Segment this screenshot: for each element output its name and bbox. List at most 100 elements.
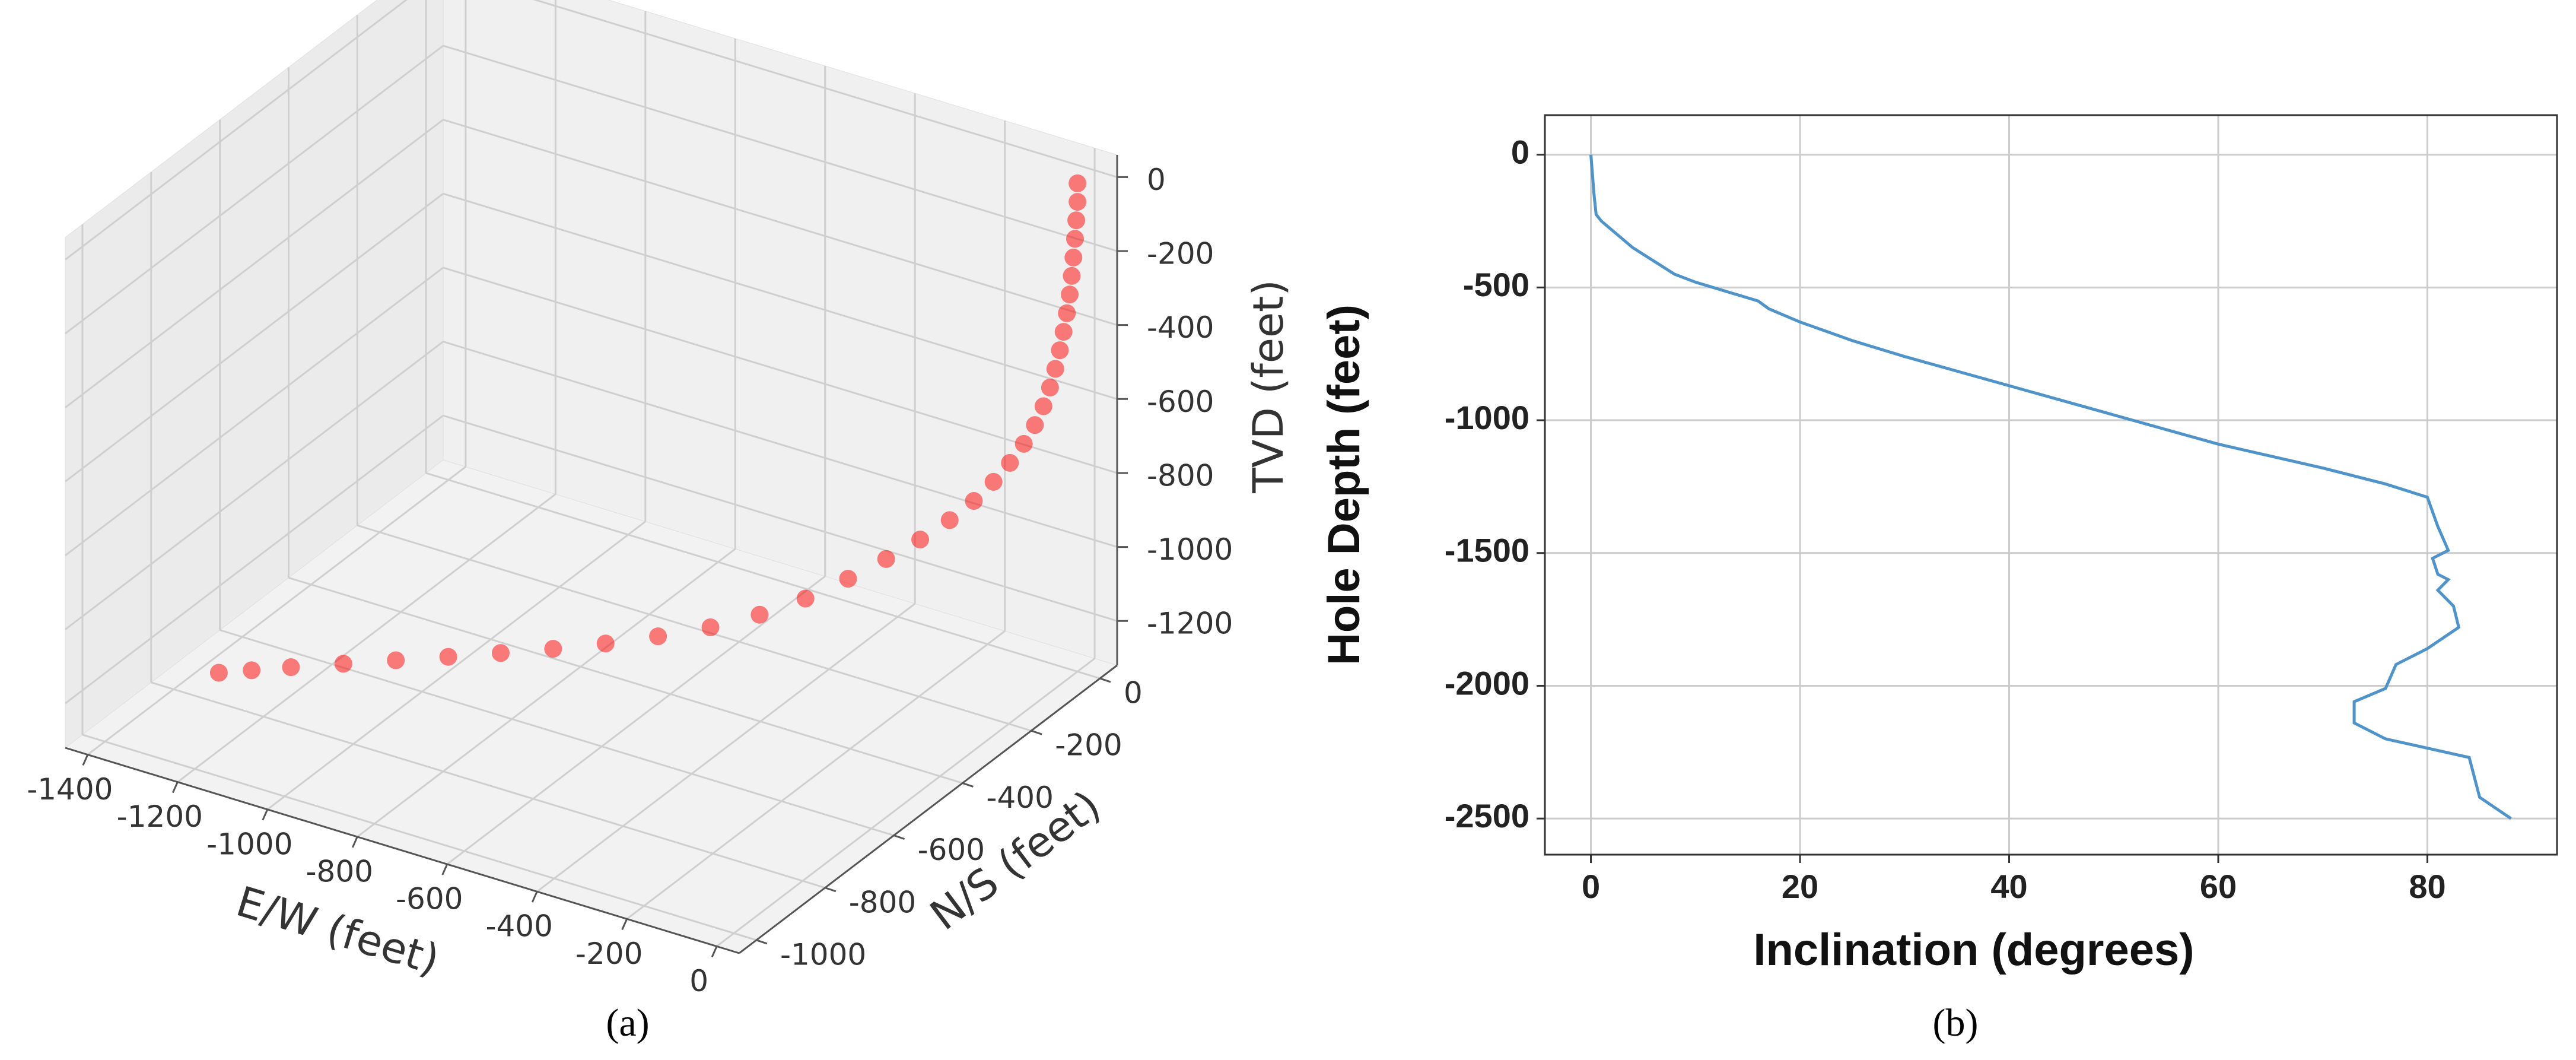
point — [1054, 323, 1073, 341]
plot-frame — [1544, 114, 2558, 856]
point — [877, 550, 895, 568]
point — [209, 664, 228, 682]
grid-line — [65, 45, 444, 335]
grid-line — [536, 603, 916, 893]
point — [796, 589, 815, 608]
y-tick-label: -200 — [1055, 728, 1122, 763]
z-tick-label: -1000 — [1147, 532, 1233, 567]
grid-line — [425, 472, 1101, 680]
grid-line — [65, 119, 444, 408]
point — [387, 651, 405, 669]
point — [596, 634, 615, 653]
y-tick-label: 0 — [1124, 676, 1143, 710]
point — [544, 640, 562, 658]
grid-line — [443, 45, 1118, 252]
grid-line — [266, 521, 646, 810]
x-tick-label: 20 — [1782, 868, 1818, 905]
z-tick-label: -600 — [1147, 385, 1214, 419]
point — [1041, 378, 1059, 396]
grid-line — [65, 193, 444, 483]
z-tick-label: -1200 — [1147, 607, 1233, 641]
point — [334, 655, 352, 673]
tick-mark — [1099, 677, 1111, 683]
tick-mark — [825, 887, 837, 893]
point — [1015, 434, 1033, 453]
tick-mark — [441, 864, 449, 875]
y-tick-label: -600 — [918, 833, 985, 867]
grid-line — [443, 414, 1118, 622]
tick-mark — [262, 809, 269, 821]
tick-mark — [351, 836, 358, 848]
point — [750, 605, 769, 624]
z-tick-label: -400 — [1147, 310, 1214, 345]
point — [1068, 193, 1087, 211]
x-tick-label: 0 — [689, 964, 708, 998]
grid-line — [626, 630, 1006, 920]
point — [1061, 285, 1079, 304]
grid-line — [443, 341, 1118, 548]
tick-mark — [1031, 729, 1042, 735]
point — [1026, 416, 1044, 434]
tick-mark — [711, 945, 718, 958]
grid-line — [82, 734, 757, 941]
point — [1066, 230, 1084, 248]
x-tick-label: 0 — [1582, 868, 1600, 905]
y-tick-label: -1000 — [1445, 399, 1529, 436]
grid-line — [716, 658, 1096, 947]
point — [1058, 304, 1076, 322]
point — [649, 627, 667, 646]
x-tick-label: -800 — [306, 854, 373, 888]
tick-mark — [531, 891, 538, 903]
point — [491, 644, 510, 662]
tick-mark — [962, 782, 974, 788]
point — [965, 492, 983, 510]
point — [1064, 248, 1083, 266]
grid-line — [65, 0, 408, 261]
tick-mark — [82, 754, 89, 766]
grid-line — [443, 119, 1118, 326]
y-tick-label: -1500 — [1445, 532, 1529, 569]
grid-line — [177, 493, 556, 783]
y-tick-label: -2000 — [1445, 664, 1529, 702]
point — [701, 618, 720, 637]
point — [1063, 266, 1081, 285]
point — [282, 658, 300, 677]
point — [839, 570, 857, 588]
x-tick-label: -1400 — [27, 772, 113, 807]
grid-line — [288, 576, 963, 784]
data-line — [1589, 154, 2512, 820]
point — [1067, 211, 1086, 230]
point — [940, 511, 959, 529]
grid-line — [220, 629, 895, 837]
point — [984, 472, 1003, 491]
y-tick-label: -1000 — [780, 937, 866, 972]
point — [1001, 453, 1019, 472]
y-tick-label: -500 — [1463, 266, 1529, 303]
point — [1051, 341, 1069, 360]
x-tick-label: 60 — [2200, 868, 2237, 905]
z-tick-label: 0 — [1147, 163, 1166, 197]
caption-a: (a) — [606, 1001, 649, 1045]
z-tick-label: -200 — [1147, 237, 1214, 271]
point — [243, 661, 261, 680]
x-tick-label: -1000 — [206, 827, 292, 861]
x-tick-label: -400 — [485, 909, 552, 944]
grid-line — [65, 415, 444, 704]
y-tick-label: 0 — [1511, 133, 1529, 170]
point — [1068, 174, 1087, 192]
tick-mark — [171, 782, 179, 794]
grid-line — [65, 341, 444, 630]
point — [1046, 360, 1064, 378]
grid-line — [533, 0, 1118, 178]
point — [439, 648, 457, 666]
grid-line — [443, 266, 1118, 474]
y-tick-label: -400 — [986, 780, 1053, 815]
y-axis-label: Hole Depth (feet) — [1319, 304, 1369, 665]
x-tick-label: -600 — [396, 882, 463, 916]
tick-mark — [756, 939, 768, 945]
x-tick-label: 40 — [1990, 868, 2027, 905]
point — [911, 531, 930, 549]
point — [1034, 397, 1052, 415]
